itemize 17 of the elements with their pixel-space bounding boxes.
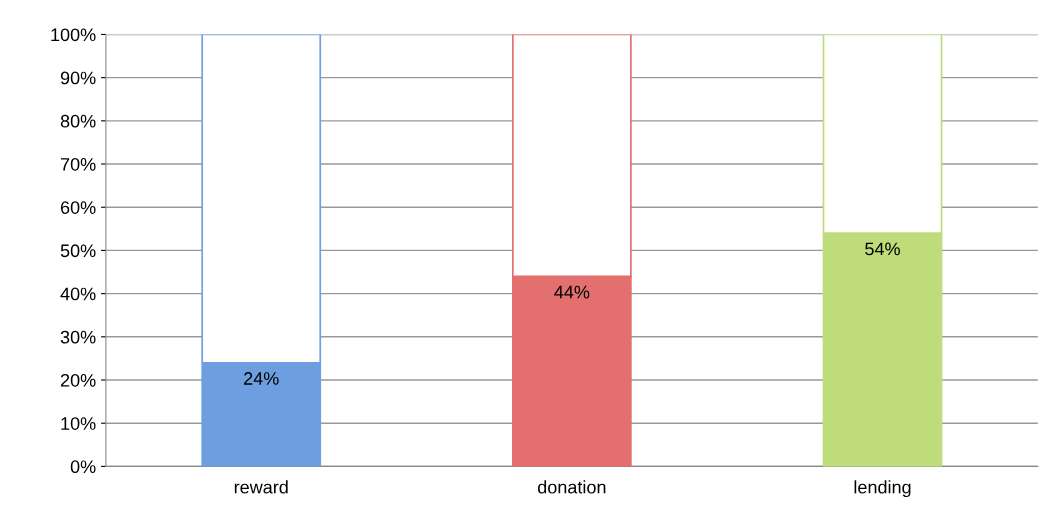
data-label: 24% (244, 372, 279, 385)
x-tick-label: lending (854, 480, 911, 498)
x-tick-label: reward (234, 480, 288, 494)
y-tick-label: 100% (51, 28, 96, 42)
data-label: 44% (554, 285, 590, 299)
y-tick-label: 60% (60, 201, 96, 214)
data-label: 54% (865, 242, 900, 256)
y-tick-label: 50% (60, 244, 96, 258)
y-tick-label: 90% (60, 71, 96, 85)
x-tick-label: donation (537, 480, 606, 494)
y-tick-label: 80% (60, 114, 96, 128)
y-tick-label: 70% (60, 157, 96, 171)
y-tick-label: 40% (60, 287, 96, 301)
y-tick-label: 0% (70, 460, 96, 474)
y-tick-label: 30% (60, 330, 96, 344)
y-tick-label: 10% (61, 417, 96, 430)
y-tick-label: 20% (60, 373, 96, 387)
